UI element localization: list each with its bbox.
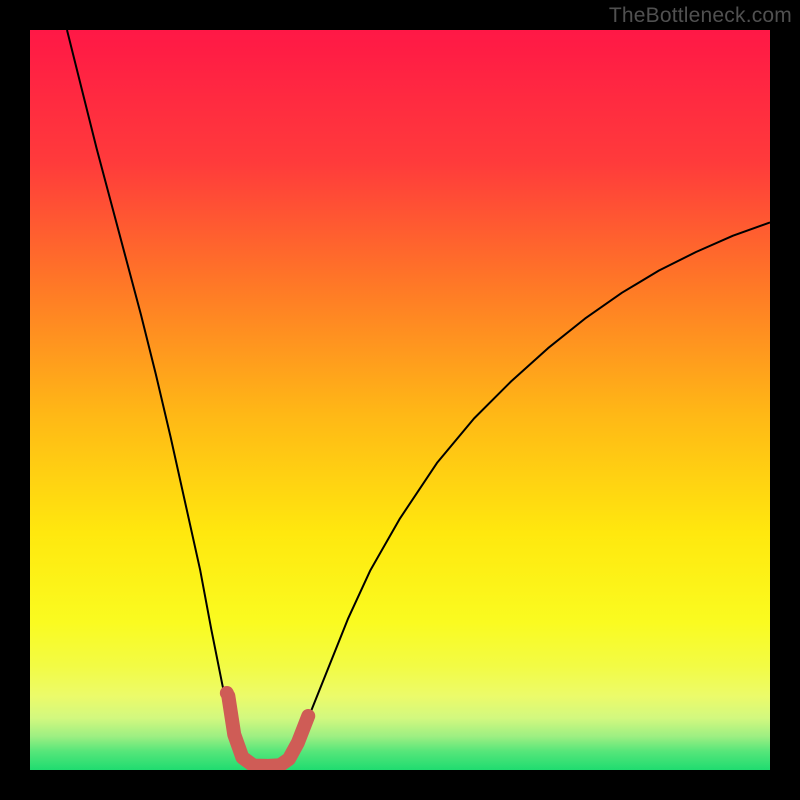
- chart-background-gradient: [30, 30, 770, 770]
- watermark-text: TheBottleneck.com: [609, 4, 792, 28]
- highlight-start-dot: [220, 686, 234, 700]
- bottleneck-chart: [30, 30, 770, 770]
- chart-svg: [30, 30, 770, 770]
